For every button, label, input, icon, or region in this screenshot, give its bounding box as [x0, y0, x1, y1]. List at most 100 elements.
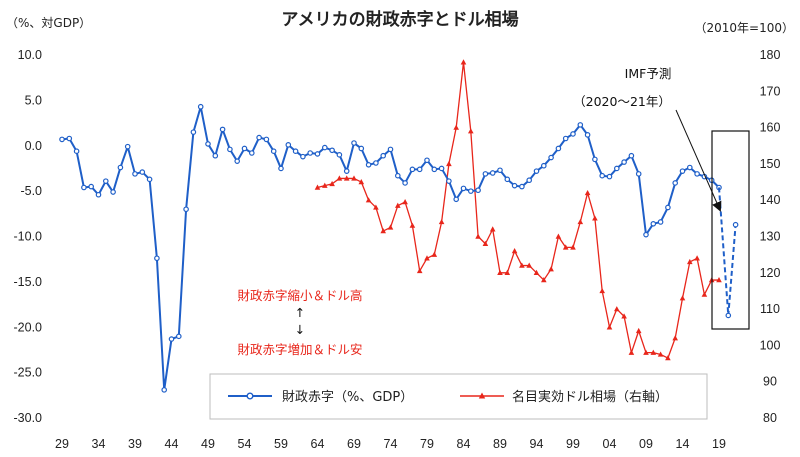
x-tick-label: 54	[238, 437, 252, 451]
dollar-index-point	[548, 266, 554, 272]
fiscal-deficit-point	[358, 145, 365, 152]
fiscal-deficit-point	[402, 180, 408, 186]
fiscal-deficit-point	[460, 185, 467, 192]
right-tick-label: 150	[760, 157, 781, 171]
fiscal-deficit-point	[292, 148, 299, 154]
dollar-index-point	[599, 287, 605, 294]
fiscal-deficit-point	[234, 158, 241, 164]
right-tick-label: 80	[763, 411, 777, 425]
fiscal-deficit-point	[66, 135, 73, 142]
dollar-index-point	[511, 248, 518, 254]
fiscal-deficit-point	[176, 333, 182, 340]
dollar-index-point	[672, 335, 678, 341]
dollar-index-point	[606, 324, 613, 330]
dollar-index-point	[468, 128, 474, 134]
right-axis-ticks: 180 170 160 150 140 130 120 110 100 90 80	[760, 48, 781, 425]
dollar-index-point	[409, 222, 416, 228]
fiscal-deficit-point	[249, 150, 255, 156]
dollar-index-point	[314, 184, 321, 190]
right-tick-label: 170	[760, 84, 781, 98]
dollar-index-point	[329, 180, 335, 187]
dollar-index-point	[431, 251, 438, 257]
right-tick-label: 120	[760, 266, 781, 280]
fiscal-deficit-point	[124, 143, 131, 150]
fiscal-deficit-point	[88, 183, 95, 190]
forecast-period: （2020～21年）	[573, 94, 671, 109]
x-tick-label: 19	[712, 437, 726, 451]
fiscal-deficit-point	[438, 165, 445, 172]
dollar-index-point	[584, 189, 591, 196]
dollar-index-point	[526, 262, 532, 268]
dollar-index-point	[519, 262, 525, 268]
fiscal-deficit-point	[592, 156, 598, 163]
dollar-index-point	[504, 269, 511, 275]
dollar-index-point	[577, 218, 584, 225]
fiscal-deficit-point	[278, 165, 284, 172]
dollar-index-point	[687, 258, 693, 265]
left-tick-label: -30.0	[14, 411, 43, 425]
fiscal-deficit-series	[59, 103, 722, 393]
fiscal-deficit-point	[643, 231, 649, 238]
left-tick-label: -5.0	[20, 184, 42, 198]
fiscal-deficit-point	[424, 157, 430, 164]
dollar-index-point	[497, 269, 503, 275]
fiscal-deficit-point	[475, 187, 481, 194]
dollar-index-point	[562, 244, 569, 250]
fiscal-deficit-point	[154, 255, 160, 262]
x-tick-label: 09	[639, 437, 653, 451]
fiscal-deficit-point	[497, 167, 503, 174]
dollar-index-point	[694, 255, 700, 261]
fiscal-deficit-point	[599, 172, 606, 179]
fiscal-deficit-point	[146, 176, 153, 183]
fiscal-deficit-point	[584, 132, 591, 138]
fiscal-deficit-point	[161, 387, 168, 393]
annotation-arrow-up: ↑	[295, 305, 305, 320]
fiscal-deficit-point	[197, 103, 204, 110]
fiscal-deficit-point	[329, 147, 335, 154]
fiscal-deficit-point	[489, 170, 496, 176]
right-axis-unit: （2010年=100）	[695, 21, 795, 35]
fiscal-deficit-point	[117, 164, 124, 171]
x-tick-label: 64	[311, 437, 325, 451]
annotation-bottom: 財政赤字増加＆ドル安	[237, 342, 362, 357]
legend-label-deficit: 財政赤字（%、GDP）	[282, 390, 413, 405]
fiscal-deficit-point	[59, 136, 65, 143]
fiscal-deficit-point	[548, 154, 554, 161]
dollar-index-point	[570, 244, 576, 250]
fiscal-deficit-point	[416, 166, 423, 173]
fiscal-deficit-point	[110, 189, 116, 195]
dollar-index-point	[475, 233, 481, 239]
legend-label-dollar: 名目実効ドル相場（右軸）	[512, 389, 668, 405]
fiscal-deficit-point	[555, 145, 562, 152]
annotation-arrow-down: ↓	[295, 322, 305, 337]
x-tick-label: 79	[420, 437, 434, 451]
fiscal-deficit-point	[504, 176, 511, 183]
dollar-index-point	[592, 215, 598, 221]
fiscal-deficit-point	[511, 182, 518, 189]
left-axis-ticks: 10.0 5.0 0.0 -5.0 -10.0 -15.0 -20.0 -25.0 -30.0	[14, 48, 43, 425]
forecast-box	[711, 130, 750, 330]
fiscal-deficit-point	[190, 129, 197, 135]
forecast-point	[725, 312, 732, 319]
fiscal-deficit-point	[446, 178, 452, 184]
fiscal-deficit-point	[132, 171, 138, 177]
left-tick-label: -10.0	[14, 230, 43, 244]
fiscal-deficit-point	[227, 146, 233, 153]
x-tick-label: 04	[603, 437, 617, 451]
dollar-index-point	[365, 197, 372, 203]
fiscal-deficit-point	[81, 184, 87, 191]
fiscal-deficit-point	[562, 135, 569, 142]
fiscal-deficit-point	[665, 204, 671, 211]
dollar-index-point	[665, 355, 671, 361]
fiscal-deficit-point	[540, 162, 547, 169]
legend: 財政赤字（%、GDP） 名目実効ドル相場（右軸）	[209, 373, 708, 420]
x-tick-label: 34	[92, 437, 106, 451]
dollar-index-point	[533, 269, 540, 275]
fiscal-deficit-point	[394, 172, 401, 179]
fiscal-deficit-point	[219, 126, 226, 133]
dollar-index-point	[380, 228, 386, 234]
dollar-index-point	[628, 349, 635, 355]
forecast-series	[718, 187, 739, 319]
x-tick-label: 99	[566, 437, 580, 451]
